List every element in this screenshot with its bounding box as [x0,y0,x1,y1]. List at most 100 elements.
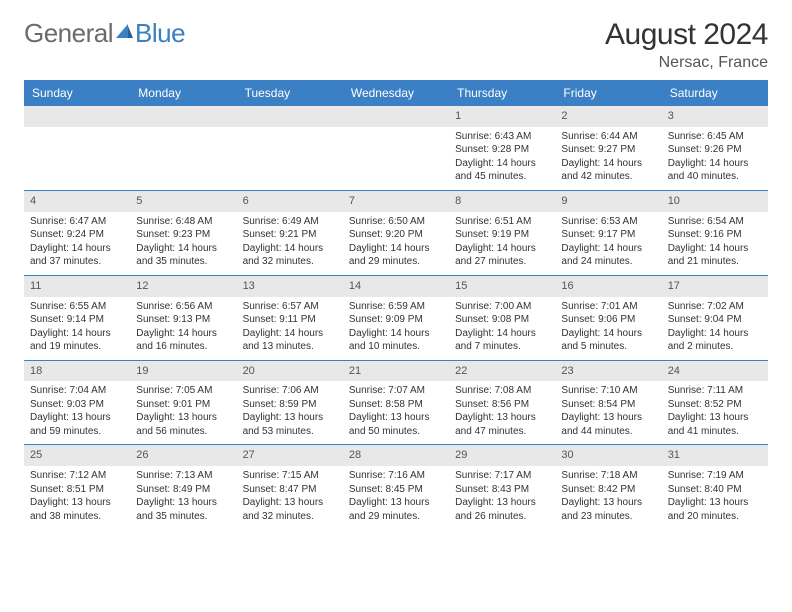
day-cell: 23Sunrise: 7:10 AMSunset: 8:54 PMDayligh… [555,360,661,445]
day-details: Sunrise: 7:17 AMSunset: 8:43 PMDaylight:… [449,469,555,523]
sunset-line: Sunset: 8:58 PM [349,398,443,412]
day-cell: 22Sunrise: 7:08 AMSunset: 8:56 PMDayligh… [449,360,555,445]
day-number: 6 [237,191,343,212]
sunset-line: Sunset: 9:13 PM [136,313,230,327]
day-cell: 21Sunrise: 7:07 AMSunset: 8:58 PMDayligh… [343,360,449,445]
sunrise-line: Sunrise: 6:51 AM [455,215,549,229]
week-row: 4Sunrise: 6:47 AMSunset: 9:24 PMDaylight… [24,190,768,275]
daylight-line: Daylight: 13 hours and 20 minutes. [668,496,762,523]
day-details: Sunrise: 6:48 AMSunset: 9:23 PMDaylight:… [130,215,236,269]
brand-logo: General Blue [24,18,185,49]
sunrise-line: Sunrise: 7:04 AM [30,384,124,398]
day-cell: 2Sunrise: 6:44 AMSunset: 9:27 PMDaylight… [555,106,661,190]
day-cell [343,106,449,190]
day-number: 13 [237,276,343,297]
day-details: Sunrise: 7:15 AMSunset: 8:47 PMDaylight:… [237,469,343,523]
sunset-line: Sunset: 9:28 PM [455,143,549,157]
sunset-line: Sunset: 8:56 PM [455,398,549,412]
week-row: 1 Sunrise: 6:43 AMSunset: 9:28 PMDaylight… [24,106,768,190]
sunrise-line: Sunrise: 6:49 AM [243,215,337,229]
day-details: Sunrise: 6:43 AMSunset: 9:28 PMDaylight:… [449,130,555,184]
day-number: 21 [343,361,449,382]
sunset-line: Sunset: 8:42 PM [561,483,655,497]
location-label: Nersac, France [605,54,768,72]
day-number: 7 [343,191,449,212]
dayname-wed: Wednesday [343,80,449,106]
day-details: Sunrise: 6:55 AMSunset: 9:14 PMDaylight:… [24,300,130,354]
sunrise-line: Sunrise: 6:50 AM [349,215,443,229]
sunrise-line: Sunrise: 7:13 AM [136,469,230,483]
day-cell: 13 Sunrise: 6:57 AMSunset: 9:11 PMDayligh… [237,275,343,360]
sunrise-line: Sunrise: 6:47 AM [30,215,124,229]
sunset-line: Sunset: 9:27 PM [561,143,655,157]
day-cell: 31Sunrise: 7:19 AMSunset: 8:40 PMDayligh… [662,445,768,529]
day-cell: 5Sunrise: 6:48 AMSunset: 9:23 PMDaylight… [130,190,236,275]
sunrise-line: Sunrise: 7:11 AM [668,384,762,398]
daylight-line: Daylight: 14 hours and 21 minutes. [668,242,762,269]
week-row: 11Sunrise: 6:55 AMSunset: 9:14 PMDayligh… [24,275,768,360]
day-number: 26 [130,445,236,466]
daylight-line: Daylight: 13 hours and 32 minutes. [243,496,337,523]
sunrise-line: Sunrise: 7:15 AM [243,469,337,483]
day-number-empty [343,106,449,127]
sunrise-line: Sunrise: 7:06 AM [243,384,337,398]
sunrise-line: Sunrise: 7:16 AM [349,469,443,483]
sunrise-line: Sunrise: 7:00 AM [455,300,549,314]
day-details: Sunrise: 6:47 AMSunset: 9:24 PMDaylight:… [24,215,130,269]
day-header-row: Sunday Monday Tuesday Wednesday Thursday… [24,80,768,106]
sunset-line: Sunset: 9:23 PM [136,228,230,242]
daylight-line: Daylight: 14 hours and 19 minutes. [30,327,124,354]
day-cell: 25 Sunrise: 7:12 AMSunset: 8:51 PMDayligh… [24,445,130,529]
daylight-line: Daylight: 14 hours and 35 minutes. [136,242,230,269]
day-number: 22 [449,361,555,382]
daylight-line: Daylight: 13 hours and 23 minutes. [561,496,655,523]
daylight-line: Daylight: 13 hours and 50 minutes. [349,411,443,438]
brand-part1: General [24,18,113,49]
daylight-line: Daylight: 13 hours and 38 minutes. [30,496,124,523]
day-cell: 26Sunrise: 7:13 AMSunset: 8:49 PMDayligh… [130,445,236,529]
sunset-line: Sunset: 9:01 PM [136,398,230,412]
sunrise-line: Sunrise: 6:48 AM [136,215,230,229]
daylight-line: Daylight: 14 hours and 2 minutes. [668,327,762,354]
sunrise-line: Sunrise: 6:54 AM [668,215,762,229]
dayname-tue: Tuesday [237,80,343,106]
sunrise-line: Sunrise: 6:53 AM [561,215,655,229]
day-cell: 9Sunrise: 6:53 AMSunset: 9:17 PMDaylight… [555,190,661,275]
day-details: Sunrise: 6:45 AMSunset: 9:26 PMDaylight:… [662,130,768,184]
day-details: Sunrise: 7:07 AMSunset: 8:58 PMDaylight:… [343,384,449,438]
sunrise-line: Sunrise: 6:56 AM [136,300,230,314]
day-details: Sunrise: 6:51 AMSunset: 9:19 PMDaylight:… [449,215,555,269]
day-cell [237,106,343,190]
day-details: Sunrise: 7:00 AMSunset: 9:08 PMDaylight:… [449,300,555,354]
sunset-line: Sunset: 9:19 PM [455,228,549,242]
sunrise-line: Sunrise: 7:18 AM [561,469,655,483]
day-details: Sunrise: 7:06 AMSunset: 8:59 PMDaylight:… [237,384,343,438]
sunset-line: Sunset: 9:17 PM [561,228,655,242]
day-cell [24,106,130,190]
sunset-line: Sunset: 8:45 PM [349,483,443,497]
sunrise-line: Sunrise: 7:19 AM [668,469,762,483]
daylight-line: Daylight: 13 hours and 26 minutes. [455,496,549,523]
day-cell [130,106,236,190]
day-number: 1 [449,106,555,127]
day-details: Sunrise: 7:02 AMSunset: 9:04 PMDaylight:… [662,300,768,354]
day-cell: 28Sunrise: 7:16 AMSunset: 8:45 PMDayligh… [343,445,449,529]
day-cell: 16Sunrise: 7:01 AMSunset: 9:06 PMDayligh… [555,275,661,360]
day-number: 23 [555,361,661,382]
dayname-mon: Monday [130,80,236,106]
daylight-line: Daylight: 14 hours and 10 minutes. [349,327,443,354]
sunrise-line: Sunrise: 6:55 AM [30,300,124,314]
sunrise-line: Sunrise: 6:45 AM [668,130,762,144]
day-number: 24 [662,361,768,382]
day-cell: 20Sunrise: 7:06 AMSunset: 8:59 PMDayligh… [237,360,343,445]
day-details: Sunrise: 6:53 AMSunset: 9:17 PMDaylight:… [555,215,661,269]
day-details: Sunrise: 6:57 AMSunset: 9:11 PMDaylight:… [237,300,343,354]
sunrise-line: Sunrise: 7:12 AM [30,469,124,483]
day-details: Sunrise: 7:05 AMSunset: 9:01 PMDaylight:… [130,384,236,438]
day-details: Sunrise: 6:49 AMSunset: 9:21 PMDaylight:… [237,215,343,269]
day-cell: 15Sunrise: 7:00 AMSunset: 9:08 PMDayligh… [449,275,555,360]
day-number: 25 [24,445,130,466]
sunset-line: Sunset: 8:51 PM [30,483,124,497]
day-number: 17 [662,276,768,297]
day-cell: 30Sunrise: 7:18 AMSunset: 8:42 PMDayligh… [555,445,661,529]
